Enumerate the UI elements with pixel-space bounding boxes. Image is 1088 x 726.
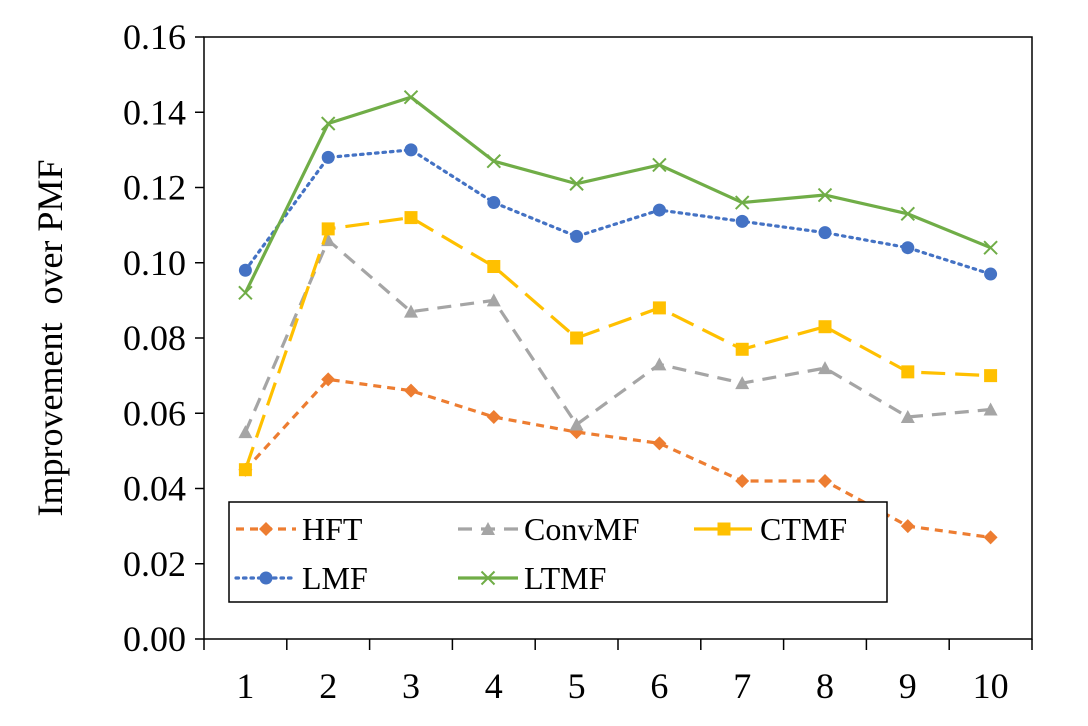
x-tick-label: 5 <box>568 666 586 706</box>
legend-item-hft: HFT <box>236 511 363 547</box>
data-point-convmf <box>238 425 253 439</box>
axes: 0.00 0.02 0.04 0.06 0.08 0.10 0.12 0.14 0.16 1 2 3 4… <box>123 17 1033 706</box>
legend-marker-lmf <box>259 571 273 585</box>
data-point-hft <box>900 519 915 534</box>
data-point-lmf <box>570 229 584 243</box>
y-tick-label: 0.14 <box>123 92 186 132</box>
y-tick-label: 0.12 <box>123 168 186 208</box>
data-point-ltmf <box>734 195 750 210</box>
y-tick-label: 0.02 <box>123 544 186 584</box>
data-point-hft <box>983 530 998 545</box>
data-point-lmf <box>487 196 501 210</box>
data-point-ltmf <box>652 157 667 173</box>
data-point-ctmf <box>735 342 749 356</box>
data-point-convmf <box>735 376 750 390</box>
data-point-convmf <box>983 402 998 416</box>
data-point-ctmf <box>652 301 666 315</box>
legend-marker-hft <box>259 522 273 536</box>
data-point-lmf <box>238 263 252 277</box>
data-point-lmf <box>901 241 915 255</box>
legend: HFT ConvMF CTMF LMF LTMF <box>228 501 888 603</box>
series-ltmf <box>238 89 998 301</box>
legend-box <box>228 501 888 603</box>
data-point-ctmf <box>487 260 501 274</box>
data-point-convmf <box>900 410 915 424</box>
data-point-lmf <box>735 214 749 228</box>
legend-item-lmf: LMF <box>234 560 368 596</box>
data-point-ctmf <box>238 463 252 477</box>
x-tick-label: 1 <box>236 666 254 706</box>
data-point-ltmf <box>486 153 502 169</box>
x-tick-label: 4 <box>485 666 503 706</box>
series-convmf <box>238 233 998 439</box>
data-point-ctmf <box>570 331 584 345</box>
legend-label-ltmf: LTMF <box>524 560 606 596</box>
data-point-ltmf <box>403 89 419 105</box>
legend-marker-ltmf <box>480 570 496 586</box>
data-point-ctmf <box>901 365 915 379</box>
data-point-lmf <box>818 226 832 240</box>
series-line-ltmf <box>243 95 992 294</box>
series-ctmf <box>238 211 998 477</box>
y-tick-label: 0.08 <box>123 318 186 358</box>
x-tick-label: 7 <box>733 666 751 706</box>
data-point-lmf <box>404 143 418 157</box>
legend-item-convmf: ConvMF <box>458 511 640 547</box>
data-point-convmf <box>652 357 667 371</box>
data-point-hft <box>486 410 501 425</box>
data-point-convmf <box>818 361 832 375</box>
data-point-hft <box>404 383 418 398</box>
data-point-convmf <box>569 417 584 431</box>
data-point-ctmf <box>984 369 998 383</box>
data-point-lmf <box>984 267 998 281</box>
legend-marker-convmf <box>481 522 495 535</box>
data-point-hft <box>652 436 667 451</box>
x-tick-label: 8 <box>816 666 834 706</box>
y-tick-label: 0.04 <box>123 469 186 509</box>
y-axis-title: Improvement over PMF <box>30 160 70 517</box>
data-point-ltmf <box>900 206 916 222</box>
data-point-convmf <box>404 304 418 318</box>
data-point-ltmf <box>569 176 584 191</box>
legend-item-ctmf: CTMF <box>694 511 847 547</box>
data-point-ltmf <box>238 285 253 301</box>
series-line-ctmf <box>243 216 991 471</box>
data-point-ctmf <box>404 211 418 225</box>
x-tick-label: 10 <box>973 666 1009 706</box>
data-point-lmf <box>321 150 335 164</box>
y-tick-label: 0.06 <box>123 393 186 433</box>
data-point-hft <box>818 473 832 488</box>
data-point-convmf <box>486 293 501 307</box>
x-tick-label: 6 <box>650 666 668 706</box>
legend-marker-ctmf <box>717 522 731 536</box>
series-hft <box>238 372 998 545</box>
legend-label-convmf: ConvMF <box>524 511 640 547</box>
y-tick-label: 0.00 <box>123 619 186 659</box>
data-point-hft <box>735 473 750 488</box>
data-point-lmf <box>652 203 666 217</box>
legend-label-lmf: LMF <box>302 560 368 596</box>
data-point-hft <box>321 372 336 387</box>
x-tick-label: 9 <box>899 666 917 706</box>
y-tick-label: 0.10 <box>123 243 186 283</box>
data-point-ctmf <box>321 222 335 236</box>
series-layer <box>238 89 998 545</box>
legend-label-ctmf: CTMF <box>760 511 847 547</box>
data-point-ltmf <box>817 187 833 203</box>
legend-item-ltmf: LTMF <box>458 560 606 596</box>
series-line-convmf <box>243 238 991 433</box>
data-point-ltmf <box>983 240 998 255</box>
data-point-ctmf <box>818 320 832 334</box>
series-line-lmf <box>243 148 993 276</box>
x-tick-label: 3 <box>402 666 420 706</box>
data-point-ltmf <box>320 116 336 131</box>
y-tick-label: 0.16 <box>123 17 186 57</box>
x-tick-label: 2 <box>319 666 337 706</box>
legend-label-hft: HFT <box>302 511 363 547</box>
series-lmf <box>238 143 998 281</box>
